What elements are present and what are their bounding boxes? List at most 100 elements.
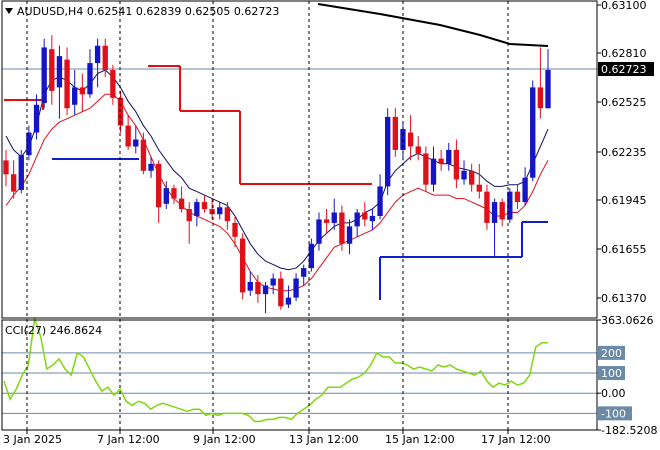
candle-bull [522, 177, 528, 203]
price-panel [2, 3, 597, 314]
candle-bull [148, 163, 154, 171]
candle-bull [346, 226, 353, 244]
candle-bear [499, 202, 505, 220]
candle-bull [194, 202, 200, 216]
cci-tick-label: -182.5208 [601, 424, 657, 437]
candle-bear [415, 146, 421, 154]
x-tick-label: 17 Jan 12:00 [481, 433, 551, 446]
candle-bull [461, 170, 467, 180]
candle-bull [26, 132, 32, 156]
candle-bull [87, 63, 93, 95]
ohlc-high: 0.62839 [135, 5, 182, 18]
cci-frame [1, 319, 598, 431]
candle-bear [186, 209, 192, 222]
candle-bear [453, 149, 460, 180]
last-price-box [598, 62, 654, 76]
candle-bull [72, 87, 78, 105]
candle-bear [171, 188, 177, 199]
candle-bear [362, 212, 368, 220]
candle-bull [545, 70, 551, 109]
candle-bull [331, 212, 337, 223]
candle-bull [18, 155, 24, 190]
candle-bull [430, 158, 437, 185]
candle-bull [293, 278, 299, 298]
sma-lower-line [5, 93, 549, 292]
candle-bear [117, 97, 124, 126]
y-tick-label: 0.62235 [601, 146, 647, 159]
candle-bull [507, 191, 513, 220]
candle-bull [133, 139, 139, 147]
candle-bear [110, 70, 116, 98]
candle-bear [49, 49, 55, 91]
last-price-label: 0.62723 [601, 63, 647, 76]
candle-bull [33, 104, 40, 133]
candle-bear [255, 281, 261, 295]
x-tick-label: 3 Jan 2025 [3, 433, 62, 446]
candle-bear [537, 87, 544, 109]
cci-tick-label: -100 [601, 407, 626, 420]
candle-bear [339, 212, 345, 244]
ohlc-open: 0.62541 [86, 5, 133, 18]
candle-bull [491, 202, 498, 223]
candle-bear [407, 132, 414, 147]
candle-bull [56, 56, 63, 88]
candle-bull [446, 149, 452, 164]
cci-title: CCI(27) 246.8624 [5, 324, 102, 337]
sma-long-line [317, 3, 549, 47]
candle-bull [301, 268, 307, 277]
x-tick-label: 9 Jan 12:00 [193, 433, 256, 446]
candle-bear [201, 202, 208, 210]
cci-panel [2, 318, 597, 423]
candle-bull [377, 186, 383, 216]
candle-bear [156, 163, 162, 208]
chart-title: AUDUSD,H4 0.62541 0.62839 0.62505 0.6272… [5, 5, 279, 18]
candle-bear [514, 191, 521, 203]
candle-bear [239, 238, 246, 293]
y-tick-label: 0.62525 [601, 96, 647, 109]
candle-bear [423, 153, 429, 185]
candle-bull [41, 47, 47, 104]
candle-bear [323, 219, 330, 223]
y-tick-label: 0.61945 [601, 194, 647, 207]
cci-level-box [598, 345, 625, 360]
candle-bear [64, 59, 70, 109]
candle-bull [270, 278, 276, 286]
cci-line [3, 318, 548, 423]
candle-bear [209, 209, 215, 215]
candle-bull [217, 207, 223, 215]
candle-bear [102, 45, 108, 71]
y-tick-label: 0.63100 [601, 0, 647, 12]
cci-level-box [598, 406, 632, 421]
candle-bull [316, 219, 322, 244]
candle-bull [285, 297, 292, 305]
candle-bear [79, 87, 86, 95]
candle-bear [438, 158, 444, 164]
ohlc-low: 0.62505 [184, 5, 231, 18]
candle-bear [224, 207, 231, 222]
dropdown-triangle-icon[interactable] [5, 8, 13, 14]
candle-bear [3, 160, 9, 175]
symbol-timeframe: AUDUSD,H4 [17, 5, 84, 18]
candle-bull [530, 87, 536, 178]
cci-name: CCI(27) [5, 324, 47, 337]
candle-bear [10, 174, 17, 192]
candle-bull [308, 243, 315, 269]
candle-bear [125, 125, 131, 147]
candle-bear [140, 139, 147, 171]
cci-tick-label: 200 [601, 347, 622, 360]
y-tick-label: 0.61370 [601, 292, 647, 305]
price-frame [1, 0, 598, 319]
candle-bull [163, 188, 169, 204]
y-tick-label: 0.61655 [601, 243, 647, 256]
candle-bear [476, 184, 482, 192]
candle-bull [354, 212, 360, 227]
candle-bull [94, 45, 101, 64]
cci-tick-label: 100 [601, 367, 622, 380]
ohlc-close: 0.62723 [233, 5, 280, 18]
cci-level-box [598, 366, 625, 381]
candle-bull [369, 215, 376, 222]
candle-bear [392, 116, 398, 150]
y-tick-label: 0.62810 [601, 47, 647, 60]
candle-bear [178, 198, 185, 210]
